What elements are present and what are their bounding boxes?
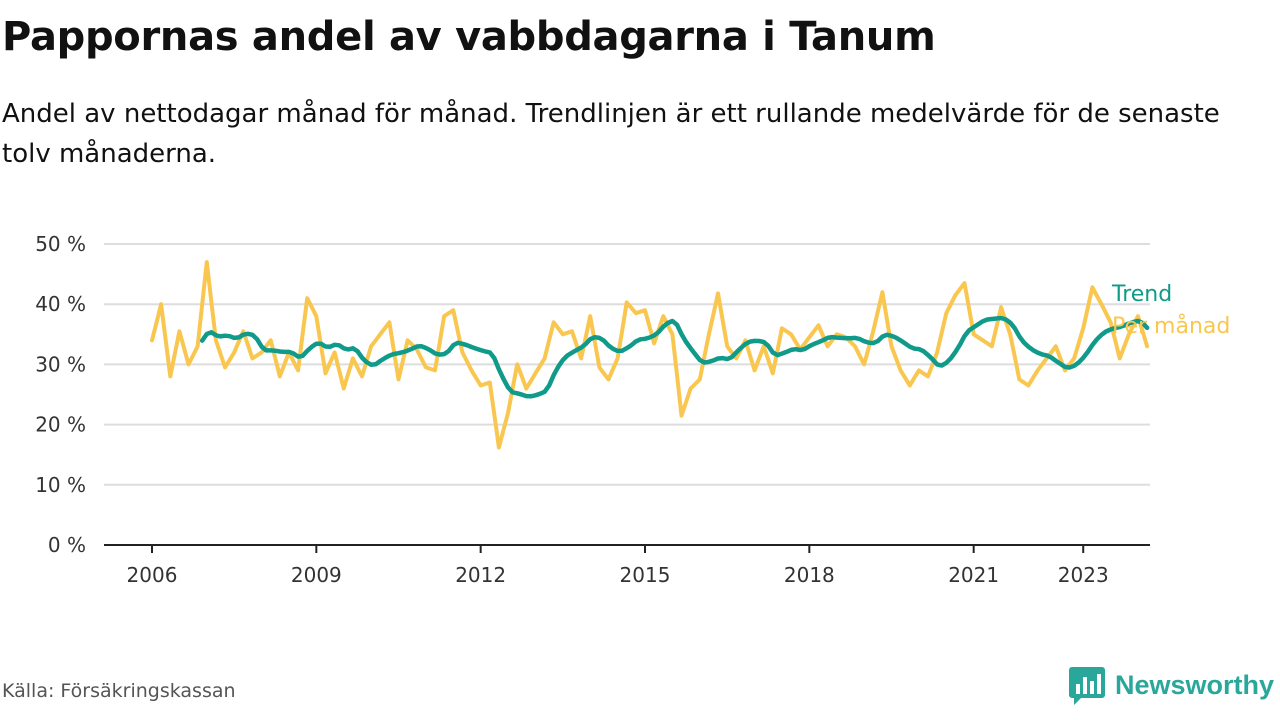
chart-title: Pappornas andel av vabbdagarna i Tanum — [2, 14, 936, 60]
x-axis-ticks: 2006 2009 2012 2015 2018 2021 2023 — [127, 545, 1109, 587]
series-line-trend — [199, 315, 1150, 399]
x-tick-label: 2018 — [784, 563, 835, 587]
chart-subtitle: Andel av nettodagar månad för månad. Tre… — [2, 99, 1220, 169]
y-tick-label: 40 % — [35, 292, 86, 316]
brand-name: Newsworthy — [1114, 669, 1274, 700]
legend-label-per-manad: Per månad — [1112, 313, 1230, 339]
x-tick-label: 2006 — [127, 563, 178, 587]
line-chart: 0 % 10 % 20 % 30 % 40 % 50 % 2006 2009 2012 2015… — [35, 232, 1230, 587]
y-tick-label: 20 % — [35, 413, 86, 437]
x-tick-label: 2021 — [948, 563, 999, 587]
y-tick-label: 30 % — [35, 352, 86, 376]
y-axis-ticks: 0 % 10 % 20 % 30 % 40 % 50 % — [35, 232, 86, 557]
bar-chart-speech-bubble-icon — [1068, 667, 1105, 705]
grid-lines — [104, 243, 1150, 546]
x-tick-label: 2023 — [1058, 563, 1109, 587]
source-note: Källa: Försäkringskassan — [2, 680, 236, 702]
brand-logo[interactable]: Newsworthy — [1068, 663, 1274, 707]
x-tick-label: 2009 — [291, 563, 342, 587]
legend-label-trend: Trend — [1111, 282, 1172, 307]
y-tick-label: 10 % — [35, 473, 86, 497]
legend: Trend Per månad — [1111, 282, 1230, 339]
series-line-per-manad — [150, 260, 1150, 450]
x-tick-label: 2015 — [620, 563, 671, 587]
y-tick-label: 0 % — [48, 533, 86, 557]
y-tick-label: 50 % — [35, 232, 86, 256]
x-tick-label: 2012 — [455, 563, 506, 587]
